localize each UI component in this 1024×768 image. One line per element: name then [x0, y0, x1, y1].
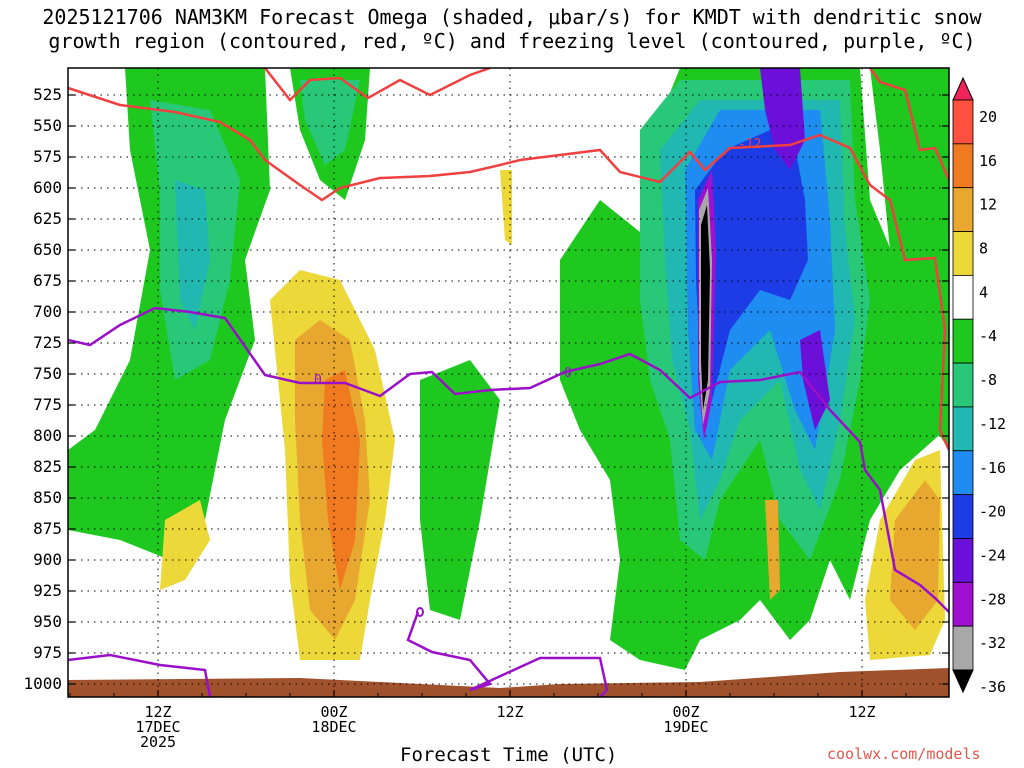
colorbar-label: -16 — [979, 459, 1006, 477]
omega-region-yellow — [160, 500, 210, 590]
contour-label-zero: 0 — [564, 366, 572, 381]
y-tick-label: 1000 — [23, 674, 62, 693]
colorbar-arrow-top — [952, 76, 974, 101]
omega-region-darkblue — [695, 120, 808, 400]
y-tick-label: 975 — [33, 643, 62, 662]
contour-label-marker — [416, 607, 425, 617]
y-tick-label: 850 — [33, 488, 62, 507]
colorbar-label: -28 — [979, 590, 1006, 608]
omega-region-teal — [300, 80, 360, 165]
colorbar-swatch — [952, 99, 974, 145]
contour-label-minus12: -12 — [738, 137, 761, 152]
dendritic-contour-red — [68, 86, 949, 451]
plot-area: -12 0 0 — [67, 67, 950, 698]
colorbar-swatch — [952, 274, 974, 320]
y-tick-label: 675 — [33, 271, 62, 290]
ground-fill — [68, 668, 949, 697]
colorbar-label: -8 — [979, 371, 997, 389]
colorbar-swatch — [952, 143, 974, 189]
y-tick-label: 900 — [33, 550, 62, 569]
freezing-level-contour — [68, 653, 212, 697]
colorbar-swatch — [952, 187, 974, 232]
dendritic-contour-red — [868, 68, 949, 181]
omega-region-green — [420, 360, 500, 620]
x-tick-label: 12Z — [848, 703, 875, 721]
omega-region-gold — [765, 500, 780, 600]
colorbar-label: 4 — [979, 283, 988, 301]
x-tick-label: 00Z — [672, 703, 699, 721]
omega-region-black — [701, 205, 710, 410]
y-tick-label: 600 — [33, 178, 62, 197]
x-axis-title: Forecast Time (UTC) — [400, 744, 618, 766]
colorbar-swatch — [952, 538, 974, 583]
y-tick-label: 750 — [33, 364, 62, 383]
y-tick-label: 950 — [33, 612, 62, 631]
colorbar-swatch — [952, 406, 974, 452]
x-tick-label: 12Z — [144, 703, 171, 721]
x-tick-label: 2025 — [140, 733, 176, 751]
colorbar-swatch — [952, 231, 974, 276]
freezing-level-contour — [68, 306, 949, 613]
omega-region-cyan — [175, 180, 210, 330]
colorbar-label: -36 — [979, 678, 1006, 696]
colorbar-label: -4 — [979, 327, 997, 345]
y-tick-label: 825 — [33, 457, 62, 476]
contour-label-zero: 0 — [314, 373, 322, 388]
y-tick-label: 700 — [33, 302, 62, 321]
x-tick-label: 17DEC — [135, 718, 180, 736]
colorbar-swatch — [952, 625, 974, 671]
freezing-level-contour — [406, 611, 609, 697]
grid-lines — [68, 68, 949, 697]
plot-frame — [67, 67, 950, 698]
y-tick-label: 625 — [33, 209, 62, 228]
colorbar-swatch — [952, 494, 974, 539]
y-axis: 525 550 575 600 625 650 675 700 725 750 775 800 825 8… — [23, 85, 949, 693]
x-tick-label: 18DEC — [311, 718, 356, 736]
colorbar-label: -32 — [979, 634, 1006, 652]
colorbar-label: -24 — [979, 546, 1006, 564]
colorbar-label: 16 — [979, 152, 997, 170]
omega-region-yellow — [500, 170, 512, 245]
dendritic-contour-red — [264, 68, 491, 102]
y-tick-label: 925 — [33, 581, 62, 600]
y-tick-label: 775 — [33, 395, 62, 414]
x-tick-label: 19DEC — [663, 718, 708, 736]
chart-title-line2: growth region (contoured, red, ºC) and f… — [48, 29, 976, 53]
colorbar-swatch — [952, 318, 974, 364]
colorbar-swatch — [952, 450, 974, 496]
colorbar-label: -20 — [979, 503, 1006, 521]
chart-title-line1: 2025121706 NAM3KM Forecast Omega (shaded… — [42, 5, 982, 29]
omega-region-orange — [322, 370, 360, 590]
y-tick-label: 875 — [33, 519, 62, 538]
y-tick-label: 650 — [33, 240, 62, 259]
y-tick-label: 525 — [33, 85, 62, 104]
x-tick-label: 00Z — [320, 703, 347, 721]
colorbar-label: 8 — [979, 240, 988, 258]
y-tick-label: 575 — [33, 147, 62, 166]
x-tick-label: 12Z — [496, 703, 523, 721]
colorbar-swatch — [952, 362, 974, 408]
colorbar-arrow-bottom — [952, 669, 974, 694]
y-tick-label: 550 — [33, 116, 62, 135]
y-tick-label: 800 — [33, 426, 62, 445]
y-tick-label: 725 — [33, 333, 62, 352]
colorbar: 20 16 12 8 4 -4 -8 -12 -16 -20 -24 -28 -32 -36 — [952, 76, 1006, 696]
colorbar-label: 12 — [979, 196, 997, 214]
colorbar-swatch — [952, 581, 974, 627]
colorbar-label: -12 — [979, 415, 1006, 433]
colorbar-label: 20 — [979, 108, 997, 126]
credit-link[interactable]: coolwx.com/models — [827, 745, 981, 763]
